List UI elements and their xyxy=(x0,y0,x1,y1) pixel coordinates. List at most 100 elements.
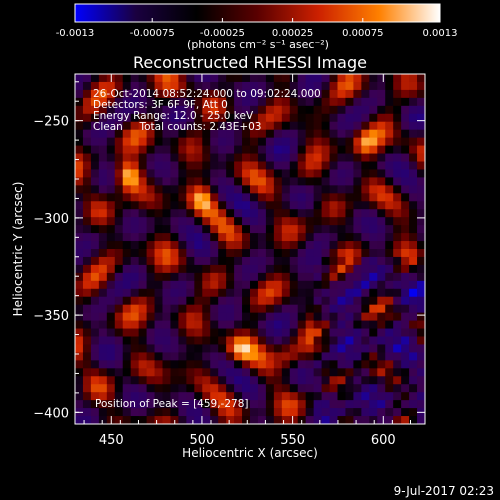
heatmap-pixel xyxy=(401,376,410,385)
heatmap-pixel xyxy=(289,201,299,210)
heatmap-pixel xyxy=(385,304,394,314)
heatmap-pixel xyxy=(226,113,235,123)
heatmap-pixel xyxy=(265,241,275,250)
heatmap-pixel xyxy=(361,169,370,178)
heatmap-pixel xyxy=(186,201,195,210)
heatmap-pixel xyxy=(170,288,179,298)
heatmap-pixel xyxy=(273,97,283,107)
heatmap-pixel xyxy=(257,368,267,377)
heatmap-pixel xyxy=(114,312,124,321)
heatmap-pixel xyxy=(281,264,291,274)
heatmap-pixel xyxy=(75,288,84,298)
heatmap-pixel xyxy=(409,296,418,306)
heatmap-pixel xyxy=(162,344,171,353)
heatmap-pixel xyxy=(234,392,243,401)
heatmap-pixel xyxy=(377,384,386,393)
heatmap-pixel xyxy=(305,408,315,417)
heatmap-pixel xyxy=(250,233,259,242)
heatmap-pixel xyxy=(242,400,251,409)
heatmap-pixel xyxy=(210,241,219,250)
heatmap-pixel xyxy=(194,288,203,298)
heatmap-pixel xyxy=(265,145,275,154)
heatmap-pixel xyxy=(369,296,378,306)
heatmap-pixel xyxy=(75,209,84,218)
heatmap-pixel xyxy=(417,209,425,218)
heatmap-pixel xyxy=(226,129,235,139)
heatmap-pixel xyxy=(337,312,346,321)
heatmap-pixel xyxy=(281,352,291,361)
heatmap-pixel xyxy=(138,241,147,250)
heatmap-pixel xyxy=(409,392,418,401)
heatmap-pixel xyxy=(401,129,410,139)
heatmap-pixel xyxy=(234,304,243,314)
heatmap-pixel xyxy=(297,209,307,218)
heatmap-pixel xyxy=(265,81,275,91)
heatmap-pixel xyxy=(321,161,330,170)
heatmap-pixel xyxy=(146,153,155,162)
heatmap-pixel xyxy=(146,233,155,242)
heatmap-pixel xyxy=(242,129,251,139)
x-tick-label: 500 xyxy=(190,433,215,448)
heatmap-pixel xyxy=(313,161,322,170)
heatmap-pixel xyxy=(234,376,243,385)
heatmap-pixel xyxy=(138,264,147,274)
heatmap-pixel xyxy=(313,320,322,329)
heatmap-pixel xyxy=(353,97,362,107)
heatmap-pixel xyxy=(130,121,140,131)
heatmap-pixel xyxy=(90,97,100,107)
heatmap-pixel xyxy=(122,113,132,123)
heatmap-pixel xyxy=(337,161,346,170)
heatmap-pixel xyxy=(377,225,386,234)
heatmap-pixel xyxy=(329,288,338,298)
heatmap-pixel xyxy=(122,161,132,170)
heatmap-pixel xyxy=(146,137,155,146)
heatmap-pixel xyxy=(75,328,84,337)
heatmap-pixel xyxy=(106,400,116,409)
heatmap-pixel xyxy=(146,256,155,266)
heatmap-pixel xyxy=(337,368,346,377)
heatmap-pixel xyxy=(194,360,203,369)
heatmap-pixel xyxy=(417,360,425,369)
heatmap-pixel xyxy=(345,233,354,242)
heatmap-pixel xyxy=(321,264,330,274)
heatmap-pixel xyxy=(162,185,171,194)
heatmap-pixel xyxy=(250,209,259,218)
heatmap-pixel xyxy=(178,161,187,170)
heatmap-pixel xyxy=(242,320,251,329)
heatmap-pixel xyxy=(250,89,259,99)
annotation-energy-range: Energy Range: 12.0 - 25.0 keV xyxy=(93,110,254,122)
heatmap-pixel xyxy=(289,137,299,146)
heatmap-pixel xyxy=(250,74,259,83)
heatmap-pixel xyxy=(289,344,299,353)
heatmap-pixel xyxy=(297,256,307,266)
heatmap-pixel xyxy=(178,256,187,266)
heatmap-pixel xyxy=(409,161,418,170)
heatmap-pixel xyxy=(82,320,92,329)
heatmap-pixel xyxy=(234,105,243,115)
heatmap-pixel xyxy=(329,296,338,306)
heatmap-pixel xyxy=(178,209,187,218)
heatmap-pixel xyxy=(361,225,370,234)
heatmap-pixel xyxy=(417,129,425,139)
heatmap-pixel xyxy=(273,249,283,258)
heatmap-pixel xyxy=(369,217,378,226)
heatmap-pixel xyxy=(138,225,147,234)
heatmap-pixel xyxy=(305,177,315,186)
heatmap-pixel xyxy=(369,320,378,329)
heatmap-pixel xyxy=(297,193,307,202)
heatmap-pixel xyxy=(401,392,410,401)
heatmap-pixel xyxy=(90,129,100,139)
heatmap-pixel xyxy=(297,360,307,369)
heatmap-pixel xyxy=(305,400,315,409)
heatmap-pixel xyxy=(297,352,307,361)
heatmap-pixel xyxy=(409,376,418,385)
heatmap-pixel xyxy=(98,145,108,154)
heatmap-pixel xyxy=(210,209,219,218)
heatmap-pixel xyxy=(210,400,219,409)
heatmap-pixel xyxy=(417,304,425,314)
heatmap-pixel xyxy=(90,328,100,337)
heatmap-pixel xyxy=(393,225,402,234)
heatmap-pixel xyxy=(313,217,322,226)
heatmap-pixel xyxy=(154,304,163,314)
heatmap-pixel xyxy=(98,201,108,210)
